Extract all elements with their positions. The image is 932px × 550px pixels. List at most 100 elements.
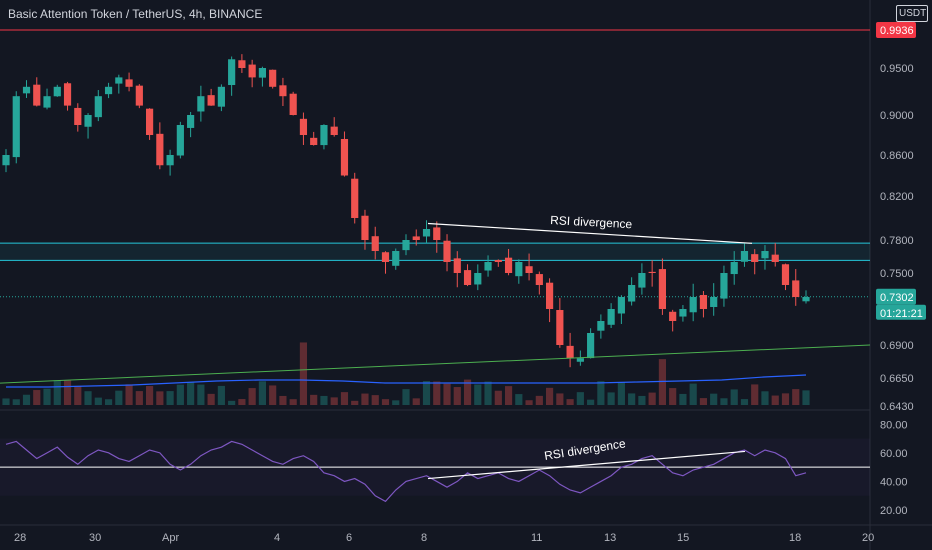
candle-body (402, 240, 410, 251)
candle-body (74, 107, 82, 125)
candle-body (53, 86, 61, 97)
volume-bar (597, 381, 605, 405)
volume-bar (258, 381, 266, 405)
price-badge (876, 22, 916, 38)
volume-bar (587, 399, 595, 405)
volume-bar (320, 395, 328, 405)
volume-bar (515, 394, 523, 405)
volume-bar (125, 384, 133, 405)
candle-body (576, 358, 584, 362)
candle-body (504, 257, 513, 273)
candle-body (730, 262, 738, 275)
candle-body (258, 68, 266, 78)
candle-body (361, 215, 369, 240)
volume-bar (494, 390, 502, 405)
candle-body (433, 227, 441, 240)
candle-body (761, 251, 769, 259)
volume-bar (443, 383, 451, 405)
candle-body (710, 297, 718, 307)
rsi-axis-tick: 60.00 (880, 448, 908, 460)
volume-bar (176, 384, 184, 405)
time-axis-tick: Apr (162, 532, 179, 544)
rsi-axis-tick: 20.00 (880, 505, 908, 517)
candle-body (166, 155, 174, 166)
volume-bar (710, 393, 718, 405)
volume-bar (628, 393, 636, 405)
volume-bar (453, 387, 461, 405)
volume-bar (412, 398, 420, 405)
volume-bar (504, 386, 513, 405)
volume-bar (228, 400, 236, 405)
volume-bar (33, 390, 41, 405)
time-axis-tick: 18 (789, 532, 801, 544)
candle-body (443, 240, 451, 262)
candle-body (146, 108, 154, 135)
candle-body (310, 137, 318, 145)
countdown-badge (876, 304, 926, 320)
candle-body (658, 269, 666, 309)
time-axis-tick: 15 (677, 532, 689, 544)
price-badge-label: 0.7302 (880, 292, 914, 304)
volume-bar (310, 394, 318, 405)
volume-bar (658, 359, 666, 405)
volume-bar (699, 398, 708, 405)
volume-bar (679, 393, 687, 405)
volume-bar (720, 398, 728, 405)
volume-bar (689, 383, 697, 405)
volume-bar (74, 386, 82, 405)
volume-bar (104, 399, 113, 405)
candle-body (33, 84, 41, 106)
time-axis-tick: 28 (14, 532, 26, 544)
candle-body (2, 155, 10, 166)
candle-body (217, 86, 225, 107)
volume-bar (392, 400, 400, 405)
rsi-axis-tick: 40.00 (880, 476, 908, 488)
candle-body (22, 86, 31, 94)
price-axis-tick: 0.8200 (880, 191, 914, 203)
volume-bar (43, 388, 51, 405)
volume-bar (535, 395, 543, 405)
candle-body (94, 96, 102, 118)
candle-body (156, 133, 164, 166)
volume-bar (156, 391, 164, 405)
candle-body (792, 280, 800, 297)
candle-body (484, 262, 492, 271)
candle-body (453, 258, 461, 273)
candle-body (515, 262, 523, 277)
volume-bar (402, 389, 410, 405)
volume-bar (638, 395, 646, 405)
candle-body (371, 236, 379, 251)
candle-body (63, 83, 72, 106)
currency-unit[interactable]: USDT (896, 5, 928, 22)
volume-bar (217, 385, 225, 405)
price-axis-tick: 0.6900 (880, 340, 914, 352)
volume-bar (730, 389, 738, 405)
price-badge-label: 0.9936 (880, 25, 914, 37)
volume-bar (433, 381, 441, 405)
volume-bar (463, 379, 472, 405)
volume-bar (484, 381, 492, 405)
candle-body (669, 311, 677, 321)
candle-body (289, 93, 297, 115)
candle-body (269, 69, 277, 87)
price-axis-tick: 0.7500 (880, 268, 914, 280)
candle-body (679, 309, 687, 317)
rsi-line (5, 440, 807, 503)
volume-bar (2, 398, 10, 405)
volume-bar (146, 386, 154, 405)
candle-body (597, 321, 605, 331)
candle-body (556, 310, 564, 345)
volume-bar (115, 390, 123, 405)
volume-bar (248, 388, 256, 405)
price-badge (876, 288, 916, 305)
volume-bar (525, 400, 533, 405)
candle-body (617, 297, 625, 314)
candle-body (648, 271, 656, 273)
time-axis-tick: 30 (89, 532, 101, 544)
price-axis-tick: 0.6430 (880, 401, 914, 413)
price-axis-tick: 0.8600 (880, 150, 914, 162)
price-divergence-line (427, 222, 753, 244)
countdown-label: 01:21:21 (880, 308, 923, 320)
volume-bar (84, 391, 92, 405)
